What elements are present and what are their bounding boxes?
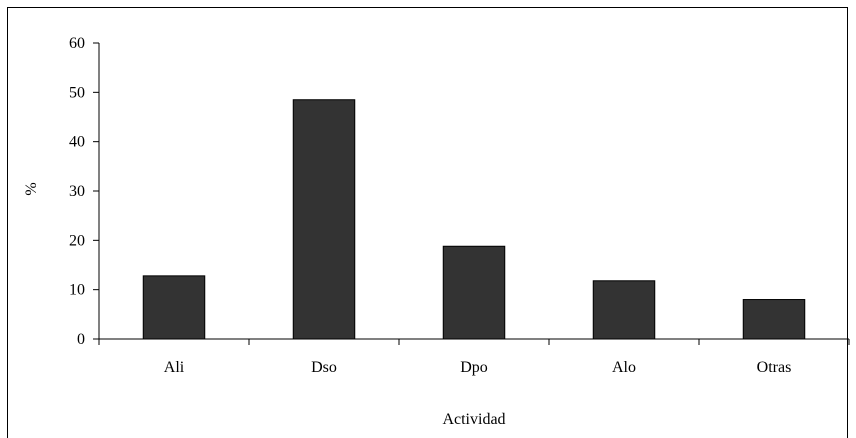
x-tick-label: Alo — [612, 359, 636, 376]
x-tick-label: Dso — [311, 359, 337, 376]
bar-otras — [742, 299, 806, 340]
y-tick-label: 40 — [69, 134, 85, 151]
y-tick-label: 50 — [69, 84, 85, 101]
y-tick-label: 30 — [69, 183, 85, 200]
y-axis-label: % — [23, 182, 40, 195]
x-tick-label: Dpo — [460, 359, 488, 376]
chart-frame — [7, 7, 848, 438]
x-axis-label: Actividad — [442, 411, 505, 428]
bar-alo — [592, 280, 656, 340]
y-tick-label: 60 — [69, 35, 85, 52]
bar-dso — [292, 99, 356, 340]
bar-ali — [142, 275, 206, 340]
x-tick-label: Otras — [757, 359, 792, 376]
y-tick-label: 0 — [77, 331, 85, 348]
y-tick-label: 10 — [69, 282, 85, 299]
y-tick-label: 20 — [69, 232, 85, 249]
x-axis: Ali Dso Dpo Alo Otras — [98, 338, 850, 376]
bars — [142, 99, 806, 340]
x-tick-label: Ali — [164, 359, 185, 376]
y-axis: 0 10 20 30 40 50 60 — [69, 35, 100, 348]
bar-dpo — [442, 245, 506, 340]
